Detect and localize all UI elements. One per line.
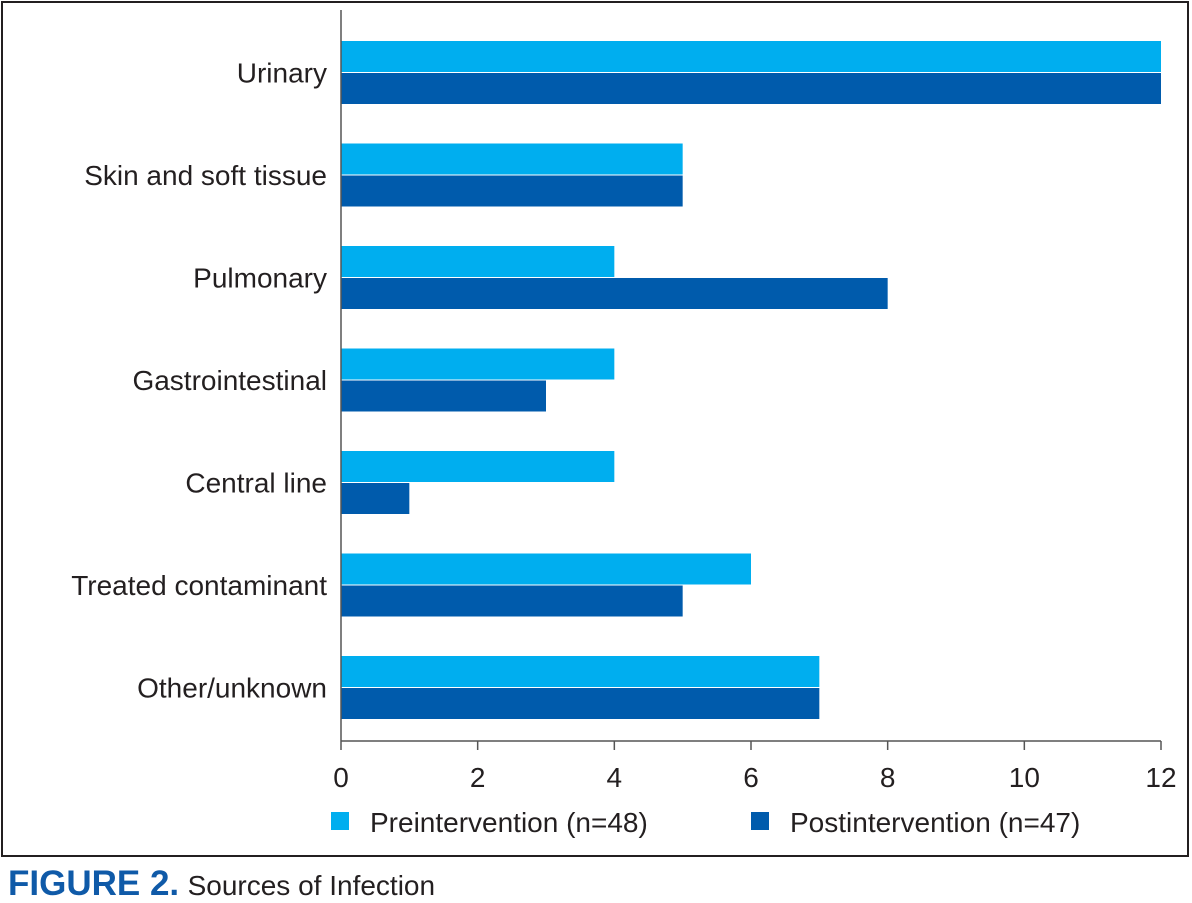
- legend-label-post: Postintervention (n=47): [790, 807, 1080, 838]
- bar-central-line-pre: [341, 451, 615, 482]
- chart: Urinary Skin and soft tissue Pulmonary Gast…: [71, 10, 1177, 838]
- x-tick-label-6: 6: [743, 762, 759, 793]
- bar-other-unknown-pre: [341, 656, 820, 687]
- category-label-skin-and-soft-tissue: Skin and soft tissue: [84, 160, 327, 191]
- bars-layer: [341, 41, 1161, 719]
- x-tick-label-2: 2: [470, 762, 486, 793]
- category-label-treated-contaminant: Treated contaminant: [71, 570, 327, 601]
- bar-treated-contaminant-post: [341, 585, 683, 617]
- category-label-central-line: Central line: [185, 468, 327, 499]
- bar-skin-and-soft-tissue-pre: [341, 143, 683, 175]
- legend-swatch-post: [751, 812, 769, 830]
- x-tick-labels: 0 2 4 6 8 10 12: [333, 762, 1176, 793]
- bar-urinary-pre: [341, 41, 1161, 72]
- x-tick-label-12: 12: [1145, 762, 1176, 793]
- category-label-other-unknown: Other/unknown: [137, 673, 327, 704]
- bar-treated-contaminant-pre: [341, 553, 751, 585]
- legend-label-pre: Preintervention (n=48): [370, 807, 648, 838]
- category-label-gastrointestinal: Gastrointestinal: [132, 365, 327, 396]
- figure-title: Sources of Infection: [187, 870, 436, 901]
- bar-skin-and-soft-tissue-post: [341, 175, 683, 207]
- figure-label: FIGURE 2.: [8, 864, 180, 903]
- bar-central-line-post: [341, 483, 410, 514]
- figure-caption: FIGURE 2. Sources of Infection: [8, 866, 435, 901]
- x-tick-label-0: 0: [333, 762, 349, 793]
- x-tick-label-4: 4: [607, 762, 623, 793]
- bar-pulmonary-post: [341, 278, 888, 309]
- bar-pulmonary-pre: [341, 246, 615, 277]
- category-labels: Urinary Skin and soft tissue Pulmonary Gast…: [71, 58, 327, 704]
- chart-frame: [1, 1, 1189, 857]
- bar-urinary-post: [341, 73, 1161, 104]
- bar-gastrointestinal-post: [341, 380, 546, 412]
- category-label-pulmonary: Pulmonary: [193, 263, 327, 294]
- x-tick-label-8: 8: [880, 762, 896, 793]
- bar-gastrointestinal-pre: [341, 348, 615, 380]
- x-tick-label-10: 10: [1009, 762, 1040, 793]
- axes-layer: [340, 10, 1162, 750]
- bar-other-unknown-post: [341, 688, 820, 719]
- legend: Preintervention (n=48) Postintervention (…: [331, 807, 1080, 838]
- legend-swatch-pre: [331, 812, 349, 830]
- category-label-urinary: Urinary: [237, 58, 327, 89]
